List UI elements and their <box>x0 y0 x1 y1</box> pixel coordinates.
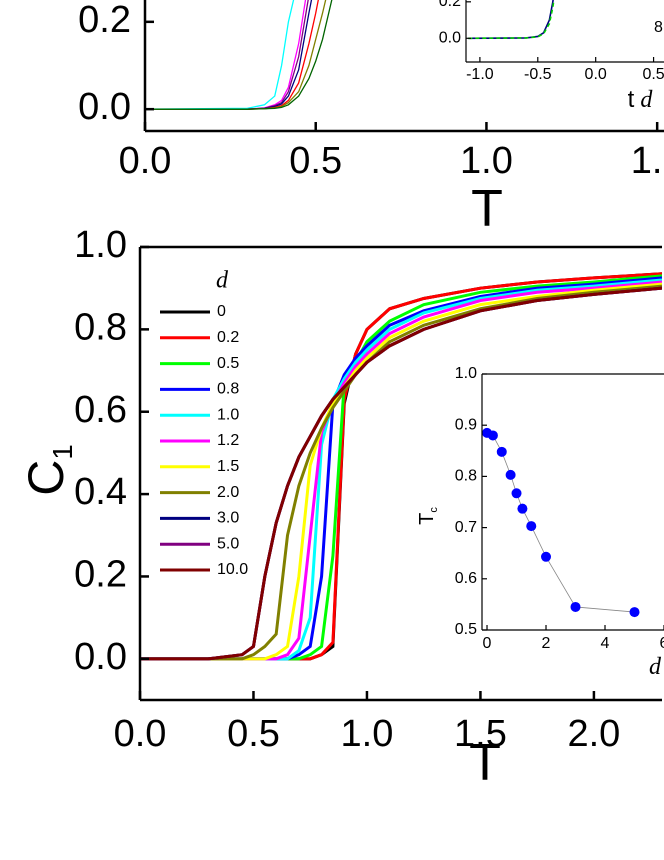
legend-label: 2.0 <box>217 484 239 501</box>
x-label-var: d <box>640 87 653 113</box>
x-tick-label: 1.5 <box>631 140 664 182</box>
x-label-text: T <box>469 734 501 792</box>
legend-label: 1.2 <box>217 432 239 449</box>
x-label-text: T <box>471 180 503 238</box>
y-tick-label: 0.8 <box>455 468 477 485</box>
inset-background <box>482 374 664 630</box>
marker <box>570 601 581 612</box>
series-line <box>145 0 327 110</box>
y-tick-label: 0.0 <box>439 30 461 47</box>
plot-area <box>468 0 555 40</box>
y-axis-label: C1 <box>18 444 78 495</box>
series-line <box>145 0 307 110</box>
x-tick-label: 0.0 <box>585 66 607 83</box>
x-tick-label: 4 <box>601 635 610 652</box>
marker <box>487 430 498 441</box>
y-tick-label: 0.0 <box>78 86 131 128</box>
x-tick-label: 2.0 <box>567 713 620 755</box>
x-label-var: d <box>649 654 662 680</box>
plot-area <box>140 272 662 661</box>
marker <box>511 488 522 499</box>
legend-title: d <box>216 268 229 294</box>
x-label-text: t <box>628 86 635 113</box>
legend-label: 0.8 <box>217 381 239 398</box>
y-tick-label: 0.6 <box>455 570 477 587</box>
x-tick-label: 6 <box>660 635 664 652</box>
x-tick-label: 0.5 <box>642 66 664 83</box>
x-tick-label: 0 <box>483 635 492 652</box>
x-tick-label: 1.0 <box>460 140 513 182</box>
x-tick-label: 2 <box>542 635 551 652</box>
y-tick-label: 0.9 <box>455 416 477 433</box>
series-line <box>145 0 313 110</box>
y-tick-label: 0.0 <box>74 636 127 678</box>
legend-label: 5.0 <box>217 535 239 552</box>
y-tick-label: 0.6 <box>74 389 127 431</box>
x-tick-label: 0.5 <box>289 140 342 182</box>
y-tick-label: 0.8 <box>74 306 127 348</box>
marker <box>496 446 507 457</box>
marker <box>541 551 552 562</box>
plot-area <box>482 427 640 618</box>
annotation: 8 <box>654 19 663 36</box>
x-tick-label: -1.0 <box>466 66 494 83</box>
series-line <box>468 0 555 40</box>
y-tick-label: 0.2 <box>78 0 131 41</box>
y-label-sub: c <box>428 507 440 513</box>
y-tick-label: 0.2 <box>439 0 461 10</box>
series-line <box>140 286 662 661</box>
x-axis-label: T <box>471 180 503 238</box>
x-axis-label: d <box>649 654 662 680</box>
inset-background <box>466 0 664 62</box>
x-tick-label: 0.0 <box>114 713 167 755</box>
x-tick-label: 1.5 <box>454 713 507 755</box>
legend-label: 1.0 <box>217 406 239 423</box>
series-line <box>145 0 309 110</box>
marker <box>629 607 640 618</box>
y-tick-label: 1.0 <box>455 365 477 382</box>
y-label-sub: 1 <box>47 444 78 459</box>
series-line <box>140 284 662 661</box>
x-tick-label: 1.0 <box>341 713 394 755</box>
y-tick-label: 1.0 <box>74 224 127 266</box>
x-tick-label: 0.5 <box>227 713 280 755</box>
x-axis-label: T <box>469 734 501 792</box>
series-line <box>145 0 295 110</box>
marker <box>517 503 528 514</box>
legend-label: 0.5 <box>217 355 239 372</box>
y-axis-label: Tc <box>416 507 440 525</box>
y-label-text: T <box>416 513 438 525</box>
series-line <box>145 0 319 110</box>
legend-label: 1.5 <box>217 458 239 475</box>
y-label-text: C <box>18 460 74 496</box>
y-tick-label: 0.2 <box>74 553 127 595</box>
marker <box>505 469 516 480</box>
x-tick-label: -0.5 <box>524 66 552 83</box>
y-tick-label: 0.5 <box>455 621 477 638</box>
marker <box>526 521 537 532</box>
legend-label: 0.2 <box>217 329 239 346</box>
x-tick-label: 0.0 <box>119 140 172 182</box>
series-line <box>486 432 635 613</box>
y-tick-label: 0.4 <box>74 471 127 513</box>
legend-label: 10.0 <box>217 561 248 578</box>
series-line <box>145 0 333 110</box>
y-tick-label: 0.7 <box>455 519 477 536</box>
legend-label: 0 <box>217 303 226 320</box>
plot-area <box>145 0 333 110</box>
legend-label: 3.0 <box>217 510 239 527</box>
